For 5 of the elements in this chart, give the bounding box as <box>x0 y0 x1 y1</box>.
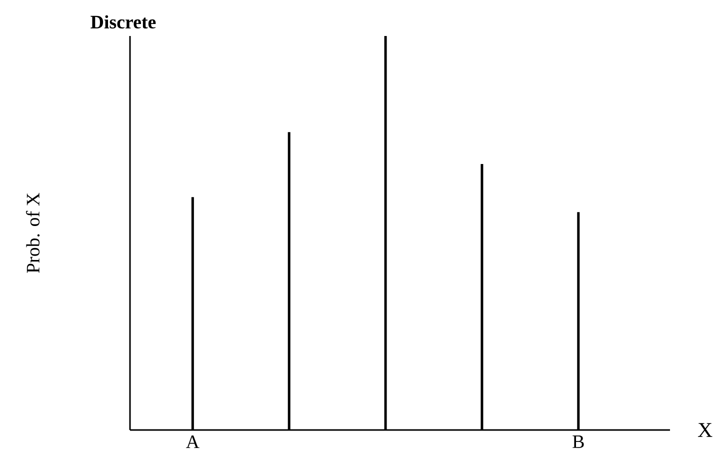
y-axis-title: Prob. of X <box>26 192 40 273</box>
chart-title: Discrete <box>90 15 156 28</box>
x-axis-title: X <box>698 423 712 437</box>
x-tick-label: B <box>572 436 584 448</box>
x-tick-label: A <box>186 436 200 448</box>
